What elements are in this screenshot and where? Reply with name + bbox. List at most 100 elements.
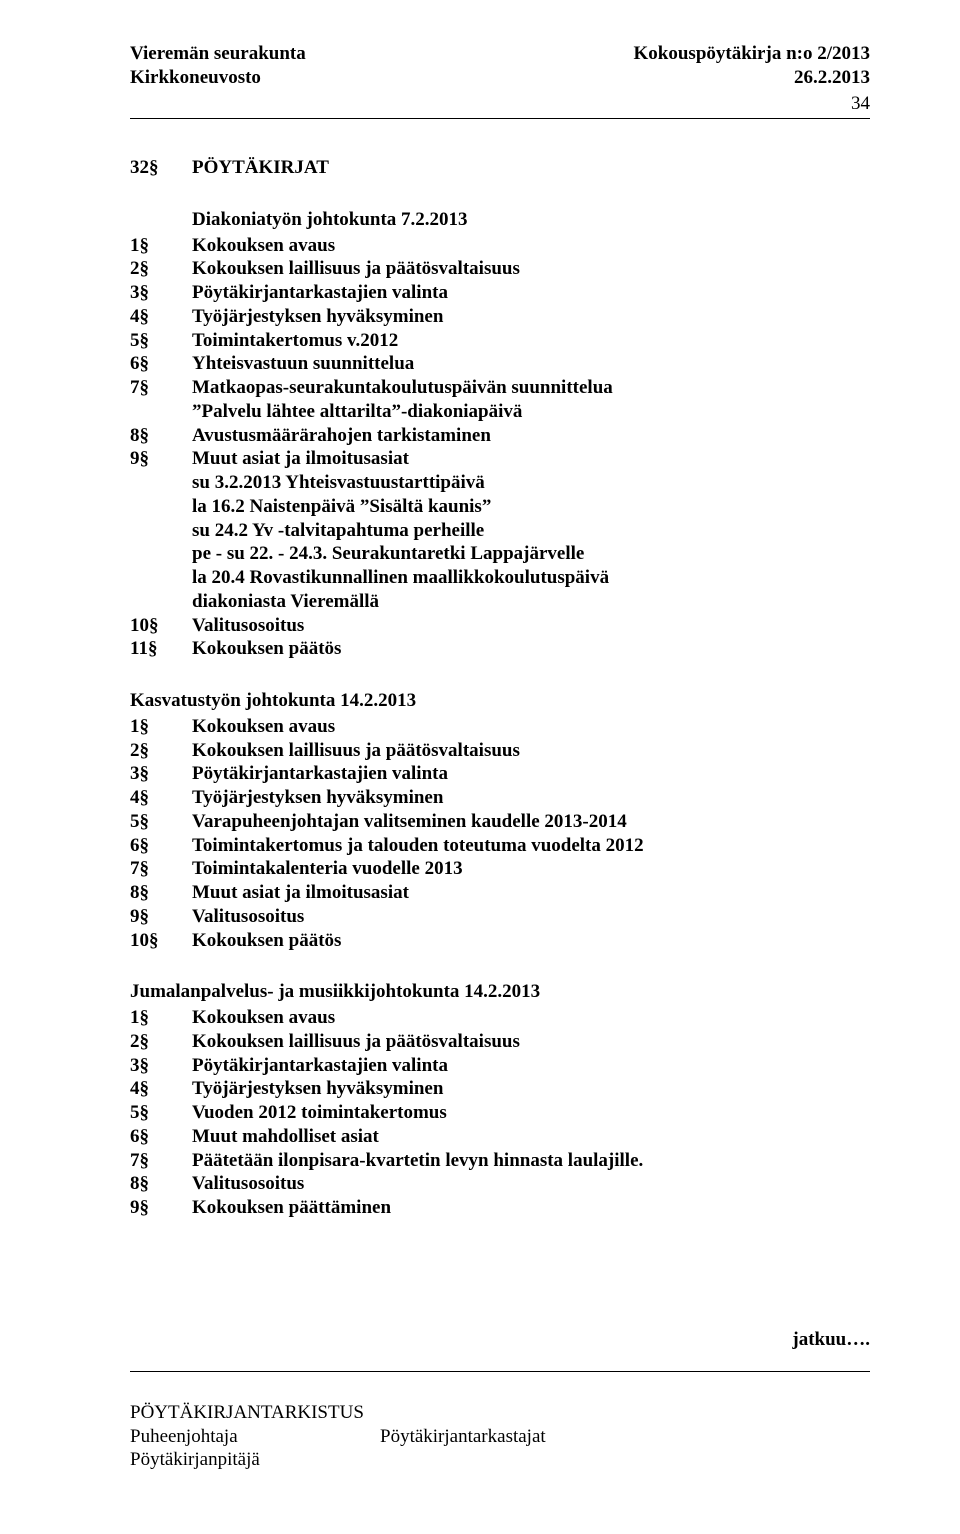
item-text: Pöytäkirjantarkastajien valinta: [192, 281, 870, 305]
sub-item: su 24.2 Yv -talvitapahtuma perheille: [130, 519, 870, 543]
footer-left: Puheenjohtaja: [130, 1425, 380, 1449]
item-num: 2§: [130, 257, 192, 281]
item-text: Muut asiat ja ilmoitusasiat: [192, 447, 870, 471]
list-item: 5§Varapuheenjohtajan valitseminen kaudel…: [130, 810, 870, 834]
item-text: Vuoden 2012 toimintakertomus: [192, 1101, 870, 1125]
item-text: Päätetään ilonpisara-kvartetin levyn hin…: [192, 1149, 870, 1173]
list-item: 7§Päätetään ilonpisara-kvartetin levyn h…: [130, 1149, 870, 1173]
rule-bottom: [130, 1371, 870, 1372]
item-num: 5§: [130, 329, 192, 353]
page: Vieremän seurakunta Kirkkoneuvosto Kokou…: [0, 0, 960, 1534]
item-text: Työjärjestyksen hyväksyminen: [192, 305, 870, 329]
item-text: Valitusosoitus: [192, 1172, 870, 1196]
item-text: Kokouksen laillisuus ja päätösvaltaisuus: [192, 739, 870, 763]
item-num: 2§: [130, 739, 192, 763]
item-num: 9§: [130, 447, 192, 471]
list-item: 3§Pöytäkirjantarkastajien valinta: [130, 762, 870, 786]
section-heading: 32§ PÖYTÄKIRJAT: [130, 156, 870, 180]
footer-line3: Pöytäkirjanpitäjä: [130, 1448, 870, 1472]
list-item: 5§Toimintakertomus v.2012: [130, 329, 870, 353]
list-item: 6§Yhteisvastuun suunnittelua: [130, 352, 870, 376]
item-num: 1§: [130, 715, 192, 739]
list-item: 6§Muut mahdolliset asiat: [130, 1125, 870, 1149]
item-text: Kokouksen laillisuus ja päätösvaltaisuus: [192, 1030, 870, 1054]
item-text: Työjärjestyksen hyväksyminen: [192, 1077, 870, 1101]
list-item: 2§Kokouksen laillisuus ja päätösvaltaisu…: [130, 739, 870, 763]
list-item: 3§Pöytäkirjantarkastajien valinta: [130, 281, 870, 305]
item-num: 4§: [130, 786, 192, 810]
content: 32§ PÖYTÄKIRJAT Diakoniatyön johtokunta …: [130, 150, 870, 1220]
list-item: 8§Muut asiat ja ilmoitusasiat: [130, 881, 870, 905]
list-item: 3§Pöytäkirjantarkastajien valinta: [130, 1054, 870, 1078]
item-text: Matkaopas-seurakuntakoulutuspäivän suunn…: [192, 376, 870, 400]
item-text: Kokouksen päättäminen: [192, 1196, 870, 1220]
block2-rows: 1§Kokouksen avaus 2§Kokouksen laillisuus…: [130, 715, 870, 953]
list-item: 7§Toimintakalenteria vuodelle 2013: [130, 857, 870, 881]
item-num: 6§: [130, 1125, 192, 1149]
item-num: 2§: [130, 1030, 192, 1054]
sub-item: la 16.2 Naistenpäivä ”Sisältä kaunis”: [130, 495, 870, 519]
org-name: Vieremän seurakunta: [130, 42, 306, 66]
item-num: 3§: [130, 1054, 192, 1078]
list-item: 4§Työjärjestyksen hyväksyminen: [130, 786, 870, 810]
list-item: 9§Valitusosoitus: [130, 905, 870, 929]
list-item: 7§Matkaopas-seurakuntakoulutuspäivän suu…: [130, 376, 870, 400]
item-num: 7§: [130, 857, 192, 881]
item-num: 8§: [130, 881, 192, 905]
list-item: 8§Valitusosoitus: [130, 1172, 870, 1196]
list-item: 10§Kokouksen päätös: [130, 929, 870, 953]
sub-item: la 20.4 Rovastikunnallinen maallikkokoul…: [130, 566, 870, 590]
item-text: Muut asiat ja ilmoitusasiat: [192, 881, 870, 905]
doc-number: Kokouspöytäkirja n:o 2/2013: [634, 42, 870, 66]
list-item: 9§Muut asiat ja ilmoitusasiat: [130, 447, 870, 471]
item-continuation: ”Palvelu lähtee alttarilta”-diakoniapäiv…: [130, 400, 870, 424]
list-item: 1§Kokouksen avaus: [130, 234, 870, 258]
header-left: Vieremän seurakunta Kirkkoneuvosto: [130, 42, 306, 90]
item-text: Pöytäkirjantarkastajien valinta: [192, 1054, 870, 1078]
list-item: 9§Kokouksen päättäminen: [130, 1196, 870, 1220]
block3-title: Jumalanpalvelus- ja musiikkijohtokunta 1…: [130, 980, 870, 1004]
section-title: PÖYTÄKIRJAT: [192, 156, 870, 180]
footer: PÖYTÄKIRJANTARKISTUS Puheenjohtaja Pöytä…: [130, 1401, 870, 1472]
list-item: 8§Avustusmäärärahojen tarkistaminen: [130, 424, 870, 448]
item-num: 9§: [130, 905, 192, 929]
item-num: 7§: [130, 376, 192, 400]
list-item: 1§Kokouksen avaus: [130, 715, 870, 739]
item-text: Kokouksen avaus: [192, 715, 870, 739]
rule-top: [130, 118, 870, 119]
item-text: Kokouksen päätös: [192, 637, 870, 661]
list-item: 4§Työjärjestyksen hyväksyminen: [130, 305, 870, 329]
block2-title: Kasvatustyön johtokunta 14.2.2013: [130, 689, 870, 713]
item-num: 10§: [130, 614, 192, 638]
item-num: 7§: [130, 1149, 192, 1173]
list-item: 2§Kokouksen laillisuus ja päätösvaltaisu…: [130, 1030, 870, 1054]
item-text: Toimintakalenteria vuodelle 2013: [192, 857, 870, 881]
item-num: 4§: [130, 1077, 192, 1101]
block1-title-text: Diakoniatyön johtokunta 7.2.2013: [192, 209, 468, 230]
list-item: 11§Kokouksen päätös: [130, 637, 870, 661]
item-num: 11§: [130, 637, 192, 661]
item-text: Valitusosoitus: [192, 905, 870, 929]
footer-right: Pöytäkirjantarkastajat: [380, 1425, 546, 1449]
footer-line1: PÖYTÄKIRJANTARKISTUS: [130, 1401, 870, 1425]
sub-item: su 3.2.2013 Yhteisvastuustarttipäivä: [130, 471, 870, 495]
block3-rows: 1§Kokouksen avaus 2§Kokouksen laillisuus…: [130, 1006, 870, 1220]
item-num: 6§: [130, 834, 192, 858]
list-item: 2§Kokouksen laillisuus ja päätösvaltaisu…: [130, 257, 870, 281]
item-text: Toimintakertomus ja talouden toteutuma v…: [192, 834, 870, 858]
list-item: 4§Työjärjestyksen hyväksyminen: [130, 1077, 870, 1101]
item-text: Kokouksen avaus: [192, 1006, 870, 1030]
continues-label: jatkuu….: [792, 1328, 870, 1352]
sub-item: pe - su 22. - 24.3. Seurakuntaretki Lapp…: [130, 542, 870, 566]
item-num: 10§: [130, 929, 192, 953]
item-num: 1§: [130, 234, 192, 258]
doc-date: 26.2.2013: [634, 66, 870, 90]
item-text: Muut mahdolliset asiat: [192, 1125, 870, 1149]
block1-rows: 1§Kokouksen avaus 2§Kokouksen laillisuus…: [130, 234, 870, 662]
item-num: 9§: [130, 1196, 192, 1220]
item-text: Kokouksen avaus: [192, 234, 870, 258]
item-num: 8§: [130, 1172, 192, 1196]
item-text: Pöytäkirjantarkastajien valinta: [192, 762, 870, 786]
item-num: 5§: [130, 810, 192, 834]
item-text: Avustusmäärärahojen tarkistaminen: [192, 424, 870, 448]
